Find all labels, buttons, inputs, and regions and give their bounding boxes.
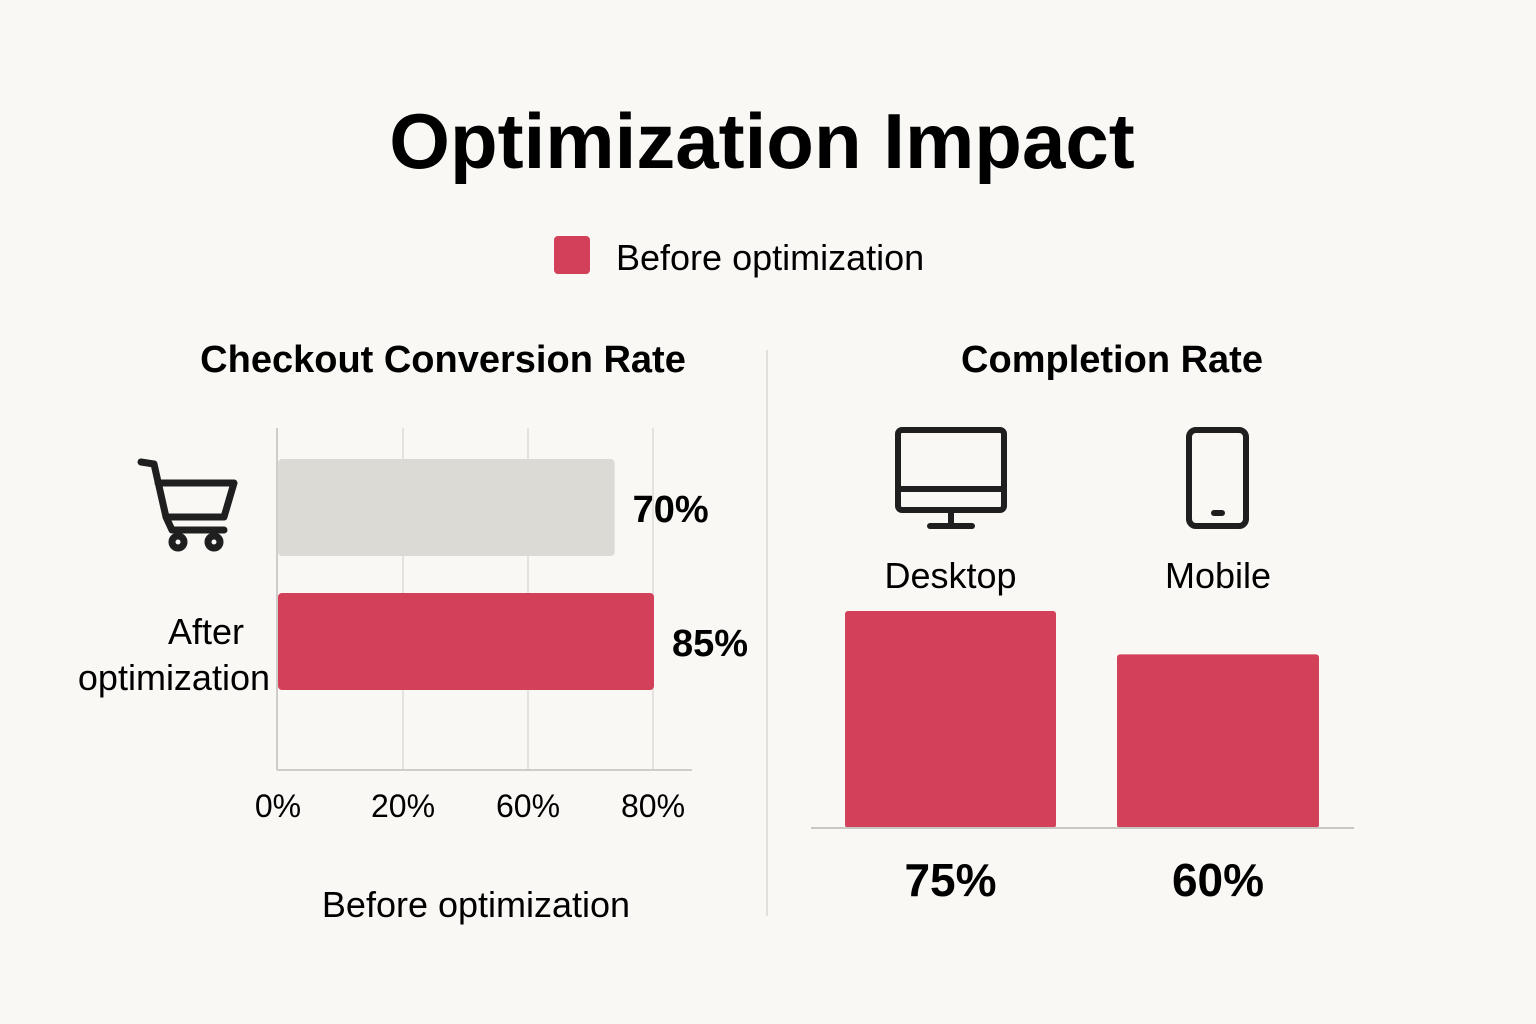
category-label: Desktop [884,555,1016,596]
bar-value-label: 60% [1172,854,1264,906]
x-tick-label: 60% [496,788,560,824]
checkout-conversion-chart: Checkout Conversion Rate 70% 85% After op… [78,339,748,925]
x-tick-label: 20% [371,788,435,824]
chart-title: Checkout Conversion Rate [200,339,686,381]
page-title: Optimization Impact [389,97,1134,185]
x-axis-label: Before optimization [322,884,630,925]
category-label: Mobile [1165,555,1271,596]
bar [845,611,1056,828]
bar-value-label: 70% [633,489,709,531]
bar [278,593,654,690]
legend-swatch [554,236,590,274]
bar-value-label: 85% [672,623,748,665]
desktop-monitor-icon [895,427,1007,529]
chart-title: Completion Rate [961,339,1263,381]
x-tick-label: 0% [255,788,301,824]
legend: Before optimization [554,236,924,278]
completion-rate-chart: Completion Rate Desktop 75% Mobile 60% [811,339,1354,906]
bar [1117,654,1319,828]
legend-label: Before optimization [616,237,924,278]
shopping-cart-icon [137,458,238,552]
bar-value-label: 75% [904,854,996,906]
x-tick-label: 80% [621,788,685,824]
bar [278,459,615,556]
mobile-phone-icon [1186,427,1249,529]
category-label-after-line1: After [168,611,244,652]
category-label-after-line2: optimization [78,657,270,698]
